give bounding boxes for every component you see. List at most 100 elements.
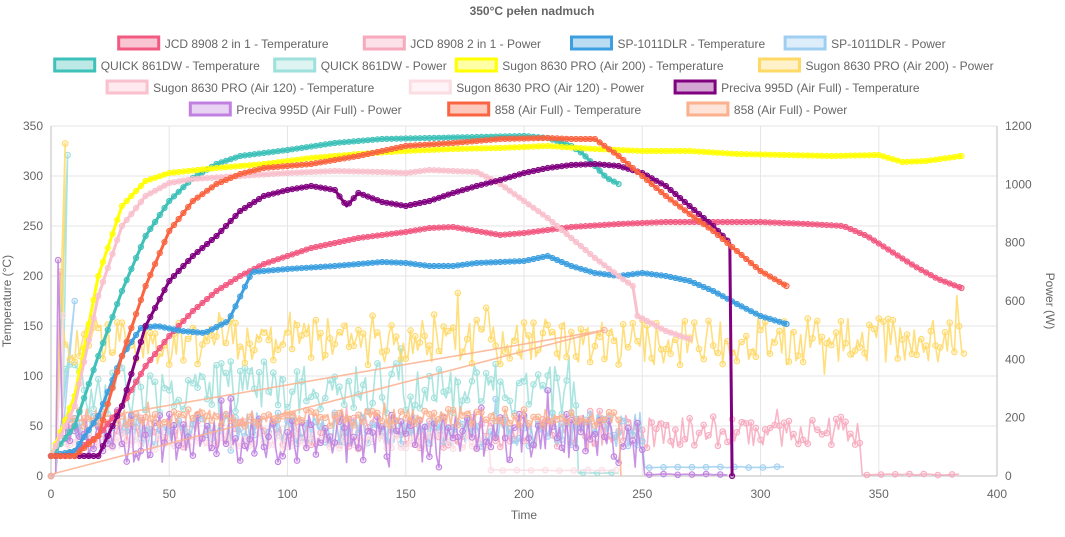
- data-point: [118, 402, 126, 410]
- data-point: [620, 443, 627, 450]
- data-point: [95, 412, 102, 420]
- data-point: [71, 358, 78, 366]
- data-point: [743, 255, 750, 263]
- data-point: [899, 336, 906, 344]
- data-point: [525, 401, 533, 408]
- legend-item[interactable]: Sugon 8630 PRO (Air 120) - Temperature: [105, 79, 375, 95]
- data-point: [156, 211, 163, 219]
- data-point: [142, 322, 149, 330]
- legend-item[interactable]: SP-1011DLR - Temperature: [570, 35, 766, 51]
- legend-item[interactable]: Preciva 995D (Air Full) - Power: [188, 101, 402, 117]
- data-point: [875, 315, 883, 322]
- data-point: [804, 315, 812, 322]
- data-point: [761, 318, 769, 326]
- data-point: [123, 338, 130, 346]
- legend-item[interactable]: JCD 8908 2 in 1 - Temperature: [117, 35, 329, 51]
- data-point: [506, 355, 514, 362]
- legend-item[interactable]: 858 (Air Full) - Temperature: [447, 101, 642, 117]
- data-point: [492, 342, 499, 349]
- data-point: [601, 142, 608, 149]
- data-point: [109, 313, 116, 321]
- data-point: [501, 394, 509, 402]
- data-point: [549, 328, 556, 336]
- data-point: [204, 240, 211, 248]
- data-point: [620, 321, 627, 328]
- data-point: [218, 284, 225, 292]
- data-point: [133, 354, 140, 362]
- data-point: [795, 352, 802, 359]
- data-point: [478, 404, 485, 412]
- legend-item[interactable]: QUICK 861DW - Power: [273, 57, 447, 73]
- data-point: [99, 355, 107, 363]
- data-point: [752, 353, 760, 361]
- data-point: [222, 319, 230, 326]
- data-point: [260, 358, 268, 366]
- data-point: [601, 326, 608, 334]
- data-point: [516, 194, 523, 201]
- legend-item[interactable]: QUICK 861DW - Temperature: [53, 57, 260, 73]
- series-2: [47, 252, 790, 460]
- legend-item[interactable]: Sugon 8630 PRO (Air 200) - Temperature: [454, 57, 724, 73]
- data-point: [208, 236, 215, 244]
- data-point: [161, 338, 168, 346]
- legend-swatch: [758, 57, 801, 73]
- data-point: [771, 421, 779, 429]
- data-point: [203, 337, 211, 345]
- data-point: [885, 246, 892, 253]
- legend-item[interactable]: JCD 8908 2 in 1 - Power: [362, 35, 541, 51]
- data-point: [227, 313, 234, 320]
- data-point: [241, 442, 249, 450]
- data-point: [175, 322, 182, 330]
- data-point: [847, 430, 854, 438]
- data-point: [927, 272, 934, 279]
- data-point: [359, 330, 367, 337]
- data-point: [430, 311, 438, 318]
- data-point: [577, 242, 584, 250]
- data-point: [709, 342, 717, 349]
- data-point: [804, 440, 812, 448]
- data-point: [563, 418, 570, 426]
- data-point: [426, 342, 433, 349]
- data-point: [251, 418, 258, 426]
- legend-item[interactable]: 858 (Air Full) - Power: [686, 101, 847, 117]
- legend-swatch: [105, 79, 149, 95]
- data-point: [672, 426, 679, 434]
- legend-item[interactable]: SP-1011DLR - Power: [783, 35, 946, 51]
- data-point: [227, 395, 234, 402]
- data-point: [487, 376, 495, 383]
- data-point: [113, 434, 121, 441]
- data-point: [137, 198, 144, 206]
- data-point: [388, 370, 395, 378]
- data-point: [90, 314, 97, 322]
- data-point: [702, 463, 710, 471]
- data-point: [90, 405, 97, 413]
- data-point: [688, 463, 696, 471]
- data-point: [738, 338, 745, 346]
- data-point: [364, 408, 372, 416]
- data-point: [478, 326, 485, 333]
- data-point: [109, 349, 116, 357]
- legend-item[interactable]: Sugon 8630 PRO (Air 200) - Power: [758, 57, 994, 73]
- data-point: [468, 377, 476, 385]
- data-point: [691, 206, 698, 214]
- data-point: [790, 430, 797, 438]
- data-point: [783, 320, 790, 328]
- data-point: [104, 400, 111, 408]
- data-point: [672, 200, 679, 207]
- data-point: [473, 408, 481, 416]
- x-tick-label: 300: [750, 487, 770, 501]
- legend-label: Sugon 8630 PRO (Air 120) - Power: [456, 81, 644, 95]
- data-point: [151, 378, 159, 386]
- data-point: [175, 215, 182, 223]
- legend-item[interactable]: Preciva 995D (Air Full) - Temperature: [673, 79, 920, 95]
- data-point: [133, 204, 140, 212]
- series-6: [47, 142, 965, 460]
- data-point: [601, 262, 608, 269]
- data-point: [771, 276, 778, 283]
- data-point: [104, 244, 111, 252]
- legend-item[interactable]: Sugon 8630 PRO (Air 120) - Power: [408, 79, 644, 95]
- data-point: [147, 190, 154, 197]
- data-point: [383, 347, 391, 355]
- data-point: [411, 401, 419, 409]
